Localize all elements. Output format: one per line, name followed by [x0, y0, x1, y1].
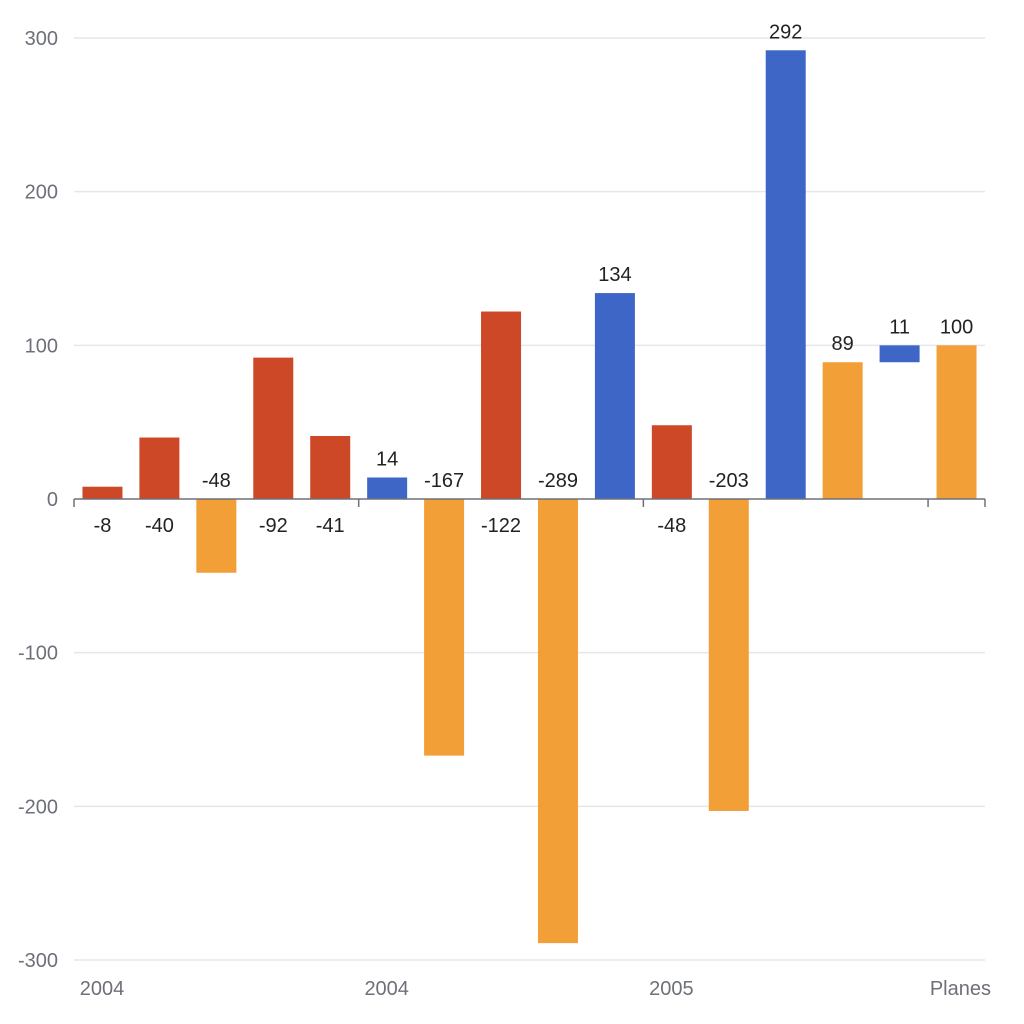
x-axis [73, 498, 986, 507]
data-label-10: 134 [598, 264, 631, 286]
x-tick-label: 2004 [364, 978, 409, 1000]
data-labels: -8 -40 -48 -92 -41 14 -167 -122 -289 134 -48 -203 29… [94, 21, 974, 537]
bar-15 [879, 345, 920, 363]
data-label-15: 11 [889, 316, 910, 338]
data-label-5: -41 [316, 515, 345, 537]
data-label-6: 14 [376, 448, 398, 470]
bar-1 [82, 486, 123, 499]
data-label-12: -203 [709, 470, 749, 492]
y-tick-label: -200 [18, 796, 58, 818]
data-label-4: -92 [259, 515, 288, 537]
bar-12 [708, 499, 749, 811]
bar-8 [481, 311, 522, 499]
bar-2 [139, 437, 180, 499]
data-label-11: -48 [657, 515, 686, 537]
bar-7 [424, 499, 465, 756]
y-axis-tick-labels: 300 200 100 0 -100 -200 -300 [18, 28, 58, 972]
x-tick-label: 2005 [649, 978, 694, 1000]
y-tick-label: 100 [25, 335, 58, 357]
y-tick-label: 300 [25, 28, 58, 50]
bar-16 [936, 345, 977, 499]
data-label-14: 89 [832, 333, 854, 355]
y-tick-label: 0 [47, 489, 58, 511]
data-label-16: 100 [940, 316, 973, 338]
bar-13 [765, 50, 806, 499]
y-tick-label: -100 [18, 643, 58, 665]
data-label-7: -167 [424, 470, 464, 492]
data-label-2: -40 [145, 515, 174, 537]
bar-4 [253, 357, 294, 499]
bars [82, 50, 977, 944]
x-tick-label: 2004 [80, 978, 125, 1000]
data-label-3: -48 [202, 470, 231, 492]
bar-11 [651, 425, 692, 499]
x-axis-tick-labels: 2004 2004 2005 Planes [80, 978, 991, 1000]
data-label-1: -8 [94, 515, 112, 537]
grid-lines [74, 37, 985, 961]
bar-9 [537, 499, 578, 944]
y-tick-label: -300 [18, 950, 58, 972]
data-label-9: -289 [538, 470, 578, 492]
data-label-8: -122 [481, 515, 521, 537]
bar-3 [196, 499, 237, 573]
x-tick-label: Planes [930, 978, 991, 1000]
data-label-13: 292 [769, 21, 802, 43]
bar-14 [822, 362, 863, 499]
bar-6 [367, 477, 408, 499]
bar-10 [594, 293, 635, 499]
y-tick-label: 200 [25, 182, 58, 204]
bar-5 [310, 435, 351, 499]
